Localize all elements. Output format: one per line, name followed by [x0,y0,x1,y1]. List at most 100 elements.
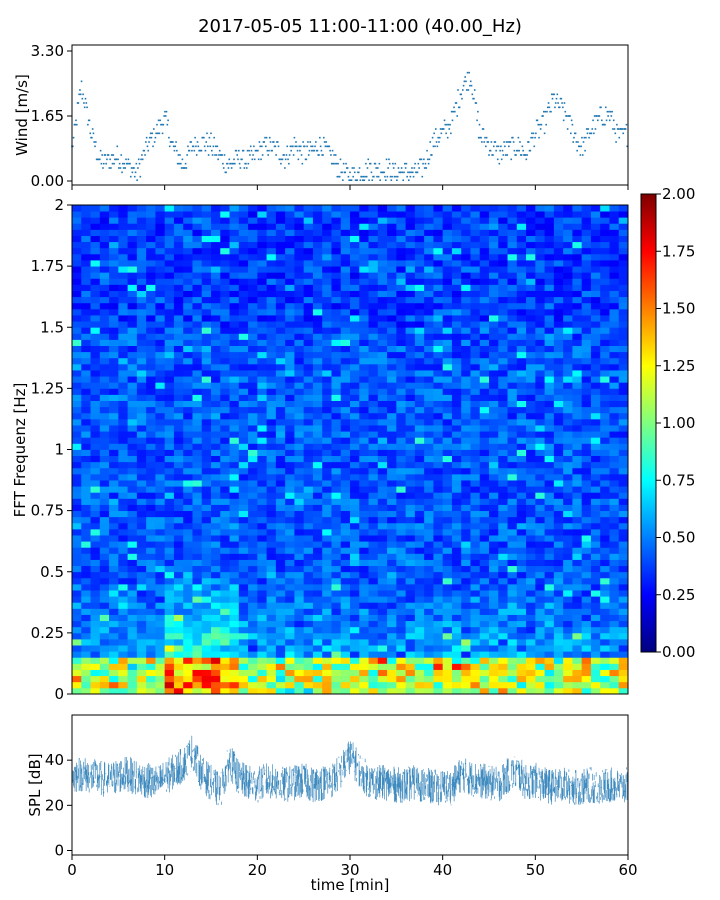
spectrogram-cell [257,498,267,505]
spectrogram-cell [183,370,193,377]
spectrogram-cell [275,651,286,658]
spectrogram-cell [99,596,110,603]
spectrogram-cell [572,266,583,273]
spectrogram-cell [248,590,258,597]
wind-point [322,154,324,156]
spectrogram-cell [433,443,444,450]
spectrogram-cell [470,290,481,298]
spectrogram-cell [581,400,592,408]
spectrogram-cell [396,608,406,615]
spectrogram-cell [90,571,101,579]
spectrogram-cell [331,480,342,487]
spectrogram-cell [275,327,286,334]
spectrogram-cell [340,351,351,359]
spectrogram-cell [479,333,490,340]
spectrogram-cell [405,681,416,689]
spectrogram-cell [183,443,193,450]
spectrogram-cell [470,418,481,426]
spectrogram-cell [387,327,397,334]
spectrogram-cell [238,363,249,371]
spectrogram-cell [350,590,360,597]
wind-point [305,158,308,161]
spectrogram-cell [461,345,471,353]
spectrogram-cell [294,498,305,505]
wind-point [139,175,142,178]
spectrogram-cell [368,351,379,359]
spectrogram-cell [433,321,444,328]
spectrogram-cell [535,657,545,664]
spectrogram-cell [146,376,156,383]
spectrogram-cell [146,480,156,487]
wind-point [222,162,224,165]
spectrogram-cell [470,590,481,597]
spectrogram-cell [303,510,314,518]
spectrogram-cell [331,278,342,285]
spectrogram-cell [424,437,434,444]
spectrogram-cell [99,351,110,359]
spectrogram-cell [507,498,518,505]
spectrogram-cell [526,272,536,279]
spectrogram-cell [146,418,156,426]
spectrogram-cell [535,339,545,346]
spectrogram-cell [303,632,314,640]
spectrogram-cell [618,406,629,414]
spectrogram-cell [340,492,351,499]
spectrogram-cell [498,651,508,658]
wind-point [200,149,203,152]
wind-point [578,145,581,148]
spectrogram-cell [618,388,629,395]
spectrogram-cell [136,394,147,401]
spectrogram-cell [322,467,332,475]
wind-point [156,132,159,135]
spectrogram-cell [201,590,212,597]
spectrogram-cell [322,296,332,304]
spectrogram-cell [396,278,406,285]
spectrogram-cell [331,602,342,609]
spectrogram-cell [72,669,82,677]
spectrogram-cell [238,645,249,652]
spectrogram-cell [118,382,128,389]
spectrogram-cell [340,370,351,377]
wind-point [247,162,250,165]
spectrogram-cell [470,260,481,267]
spectrogram-cell [81,553,91,560]
spectrogram-cell [90,308,101,316]
wind-point [429,141,432,143]
spectrogram-cell [600,351,610,359]
spectrogram-cell [581,620,592,628]
wind-point [614,132,617,135]
spectrogram-cell [424,400,434,408]
spectrogram-cell [285,645,295,652]
spectrogram-cell [81,504,91,512]
spectrogram-cell [99,443,110,450]
spectrogram-cell [72,553,82,560]
spectrogram-cell [229,425,240,432]
spectrogram-cell [303,278,314,285]
spectrogram-cell [340,406,351,414]
spectrogram-cell [590,559,601,567]
spectrogram-cell [618,657,629,664]
spectrogram-cell [609,663,620,670]
wind-point [272,141,275,143]
spectrogram-cell [590,449,601,457]
spectrogram-cell [183,498,193,505]
spectrogram-cell [164,480,175,487]
spectrogram-cell [238,559,249,567]
spectrogram-cell [498,260,508,267]
spectrogram-cell [136,296,147,304]
spectrogram-cell [109,437,119,444]
spectrogram-cell [516,321,527,328]
wind-point [397,167,400,169]
spectrogram-cell [155,571,166,579]
spectrogram-cell [201,498,212,505]
wind-point [241,158,243,161]
spectrogram-cell [470,559,481,567]
spectrogram-cell [285,260,295,267]
spectrogram-cell [312,284,323,291]
wind-point [314,145,316,148]
spectrogram-cell [507,272,518,279]
wind-point [554,102,557,104]
spectrogram-cell [146,351,156,359]
spectrogram-cell [81,516,91,524]
spectrogram-cell [563,339,573,346]
